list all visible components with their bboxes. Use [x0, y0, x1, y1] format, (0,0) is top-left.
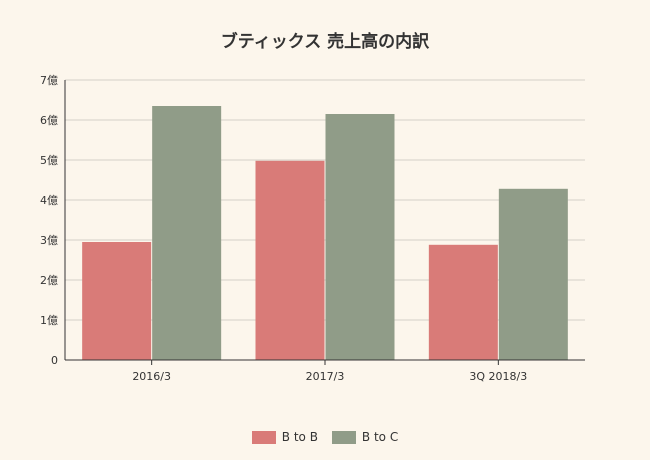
bar-b-to-b-2[interactable]: [428, 244, 498, 360]
bar-b-to-c-2[interactable]: [498, 188, 568, 360]
legend-swatch-b-to-c: [331, 430, 356, 444]
y-tick-label: 4億: [40, 194, 58, 207]
chart-title: ブティックス 売上高の内訳: [220, 32, 430, 52]
legend-item-b-to-c[interactable]: B to C: [331, 430, 399, 444]
legend-label-b-to-c: B to C: [361, 430, 399, 444]
x-tick-label: 2016/3: [132, 370, 171, 383]
y-tick-label: 1億: [40, 314, 58, 327]
y-tick-label: 6億: [40, 114, 58, 127]
y-tick-label: 5億: [40, 154, 58, 167]
legend-label-b-to-b: B to B: [281, 430, 318, 444]
grid-lines: [65, 79, 585, 321]
x-axis-labels: 2016/3 2017/3 3Q 2018/3: [132, 370, 527, 383]
legend-item-b-to-b[interactable]: B to B: [251, 430, 318, 444]
y-tick-label: 7億: [40, 74, 58, 87]
legend: B to B B to C: [0, 430, 650, 444]
bar-b-to-c-0[interactable]: [152, 106, 222, 360]
y-tick-label: 2億: [40, 274, 58, 287]
bar-b-to-b-1[interactable]: [255, 160, 325, 360]
x-tick-label: 3Q 2018/3: [469, 370, 527, 383]
y-tick-label: 3億: [40, 234, 58, 247]
x-tick-label: 2017/3: [306, 370, 345, 383]
bars: [82, 106, 568, 360]
y-axis-labels: 0 1億 2億 3億 4億 5億 6億 7億: [40, 74, 58, 367]
axes: [64, 80, 585, 365]
y-tick-label: 0: [51, 354, 58, 367]
bar-b-to-c-1[interactable]: [325, 114, 395, 360]
legend-swatch-b-to-b: [251, 430, 276, 444]
bar-b-to-b-0[interactable]: [82, 242, 152, 360]
